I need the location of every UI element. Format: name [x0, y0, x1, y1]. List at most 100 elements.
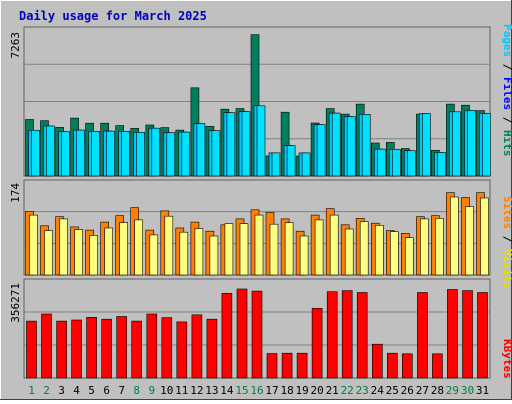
bar-kbytes-day-2 [41, 313, 52, 379]
panel-bottom [23, 278, 491, 379]
right-label-pages: Pages [501, 24, 512, 57]
bar-pages-day-28 [437, 152, 446, 177]
bar-kbytes-day-8 [131, 320, 142, 379]
right-label-visits: Visits [501, 249, 512, 289]
bar-pages-day-17 [271, 152, 281, 177]
right-label-files: Files [501, 77, 512, 110]
x-tick-label: 25 [386, 384, 399, 397]
x-tick-label: 12 [190, 384, 203, 397]
x-tick-label: 16 [250, 384, 263, 397]
bar-pages-day-31 [482, 113, 491, 177]
bar-pages-day-2 [46, 125, 55, 177]
x-tick-label: 22 [341, 384, 354, 397]
bar-sites-day-28 [435, 218, 444, 276]
bar-kbytes-day-11 [176, 321, 188, 379]
x-tick-label: 13 [205, 384, 218, 397]
x-tick-label: 30 [461, 384, 474, 397]
bar-pages-day-15 [241, 111, 251, 177]
bar-sites-day-11 [179, 231, 189, 276]
bar-sites-day-8 [134, 219, 143, 276]
bar-kbytes-day-16 [251, 290, 263, 379]
bar-sites-day-1 [29, 214, 38, 276]
bar-kbytes-day-27 [417, 292, 428, 379]
panel-middle [23, 179, 491, 276]
x-tick-label: 10 [160, 384, 173, 397]
bar-pages-day-9 [151, 127, 161, 177]
bar-kbytes-day-15 [236, 288, 248, 379]
right-label-bottom: KBytes [501, 339, 512, 379]
panel-top [23, 26, 491, 177]
bar-sites-day-2 [44, 230, 53, 276]
x-tick-label: 26 [401, 384, 414, 397]
bar-pages-day-12 [196, 123, 206, 177]
bar-pages-day-10 [166, 132, 176, 177]
bar-kbytes-day-12 [191, 314, 203, 379]
bar-kbytes-day-4 [71, 319, 82, 379]
bar-kbytes-day-1 [26, 320, 37, 379]
bar-sites-day-5 [89, 235, 98, 276]
bar-sites-day-9 [149, 234, 159, 276]
bar-sites-day-10 [164, 215, 174, 276]
bar-kbytes-day-7 [116, 316, 127, 379]
bar-sites-day-7 [119, 222, 128, 276]
bar-pages-day-21 [331, 112, 341, 177]
x-tick-label: 27 [416, 384, 429, 397]
bar-kbytes-day-30 [462, 290, 473, 379]
bar-kbytes-day-20 [311, 307, 323, 379]
bar-pages-day-8 [136, 132, 145, 177]
bar-sites-day-18 [284, 222, 294, 276]
bar-pages-day-11 [181, 131, 191, 177]
bar-kbytes-day-24 [371, 343, 383, 379]
bar-pages-day-22 [346, 116, 356, 177]
right-label-middle: Sites / Visits [501, 196, 512, 289]
x-tick-label: 4 [73, 384, 80, 397]
x-tick-label: 29 [446, 384, 459, 397]
bar-sites-day-22 [344, 228, 354, 276]
x-tick-label: 7 [118, 384, 125, 397]
bar-pages-day-14 [226, 112, 236, 177]
bar-kbytes-day-21 [326, 291, 338, 379]
left-label-middle: 174 [9, 183, 22, 203]
bar-pages-day-1 [31, 130, 40, 177]
bar-kbytes-day-5 [86, 316, 97, 379]
bar-kbytes-day-28 [432, 353, 443, 379]
bar-sites-day-13 [209, 235, 219, 276]
bar-pages-day-19 [301, 152, 311, 177]
bar-pages-day-6 [106, 130, 115, 177]
bar-sites-day-30 [465, 206, 474, 276]
x-tick-label: 31 [476, 384, 489, 397]
x-tick-label: 1 [28, 384, 35, 397]
bar-sites-day-3 [59, 218, 68, 276]
chart-title: Daily usage for March 2025 [19, 9, 207, 23]
bar-pages-day-5 [91, 131, 100, 177]
bar-sites-day-23 [359, 221, 369, 276]
right-label-sites: Sites [501, 196, 512, 229]
series-pages [31, 105, 491, 177]
bar-kbytes-day-31 [477, 292, 488, 379]
bar-pages-day-30 [467, 110, 476, 177]
bar-sites-day-4 [74, 229, 83, 276]
left-label-bottom: 356271 [9, 283, 22, 323]
bar-kbytes-day-25 [386, 352, 398, 379]
bar-sites-day-24 [374, 225, 384, 276]
bar-kbytes-day-3 [56, 320, 67, 379]
x-tick-label: 9 [148, 384, 155, 397]
x-tick-label: 18 [280, 384, 293, 397]
x-axis-labels: 1 2 3 4 5 6 7 8 9 10 11 12 13 14 15 16 17 18 19 20 21 22 23 24 2… [28, 384, 489, 397]
bar-kbytes-day-23 [356, 292, 368, 379]
bar-pages-day-13 [211, 130, 221, 177]
bar-sites-day-21 [329, 214, 339, 276]
x-tick-label: 24 [371, 384, 385, 397]
x-tick-label: 5 [88, 384, 95, 397]
bar-pages-day-26 [406, 150, 416, 177]
bar-pages-day-20 [316, 124, 326, 177]
bar-sites-day-20 [314, 219, 324, 276]
bar-sites-day-19 [299, 235, 309, 276]
bar-pages-day-23 [361, 114, 371, 177]
x-tick-label: 3 [58, 384, 65, 397]
bar-kbytes-day-19 [296, 352, 308, 379]
bar-pages-day-18 [286, 145, 296, 177]
bar-pages-day-3 [61, 131, 70, 177]
chart-panels [23, 26, 491, 379]
